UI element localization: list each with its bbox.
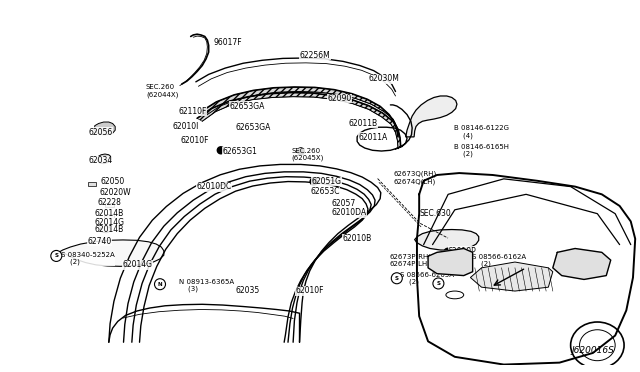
Text: 62010F: 62010F [180,136,209,145]
Text: S 08340-5252A
    (2): S 08340-5252A (2) [61,252,115,265]
Text: 62011A: 62011A [358,133,388,142]
Text: 62673P(RH)
62674P(LH): 62673P(RH) 62674P(LH) [389,253,431,267]
Text: 62010DC: 62010DC [196,182,232,191]
Polygon shape [553,248,611,279]
Text: 62056: 62056 [88,128,113,137]
Text: 62110F: 62110F [179,107,207,116]
Bar [105,203,114,207]
Polygon shape [415,230,479,250]
Polygon shape [97,154,111,164]
Bar [88,182,96,186]
Text: 62740: 62740 [88,237,112,246]
Text: 62256M: 62256M [300,51,330,60]
Text: 62228: 62228 [97,198,121,207]
Text: 62014G: 62014G [94,218,124,227]
Text: 62653GA: 62653GA [229,102,264,110]
Polygon shape [428,248,472,276]
Circle shape [444,262,452,270]
Text: 62030M: 62030M [369,74,399,83]
Polygon shape [100,226,111,233]
Polygon shape [95,122,115,135]
Text: 62057: 62057 [332,199,356,208]
Text: 62014B: 62014B [94,225,124,234]
Text: S: S [54,253,58,259]
Circle shape [391,273,403,284]
Text: 62653G1: 62653G1 [223,147,257,156]
Circle shape [218,147,224,154]
Text: SEC.260
(62044X): SEC.260 (62044X) [146,84,179,98]
Text: 62010I: 62010I [173,122,199,131]
Text: 62090: 62090 [328,94,352,103]
Text: 62035: 62035 [236,286,260,295]
Circle shape [444,248,452,256]
Circle shape [154,279,166,290]
Text: 62011B: 62011B [349,119,378,128]
Polygon shape [197,93,401,149]
Circle shape [298,148,304,155]
Polygon shape [406,96,457,137]
Text: 62014B: 62014B [94,209,124,218]
Text: S 08566-6205A
    (2): S 08566-6205A (2) [400,272,454,285]
Text: S 08566-6162A
    (2): S 08566-6162A (2) [472,254,527,267]
Text: S: S [395,276,399,281]
Text: 62653GA: 62653GA [236,123,271,132]
Text: B 08146-6122G
    (4): B 08146-6122G (4) [454,125,509,139]
Text: N 08913-6365A
    (3): N 08913-6365A (3) [179,279,234,292]
Bar [104,214,114,218]
Text: 62014G: 62014G [123,260,153,269]
Text: 62673Q(RH)
62674Q(LH): 62673Q(RH) 62674Q(LH) [394,171,437,185]
Text: 62653C: 62653C [310,187,340,196]
Text: 62020W: 62020W [99,188,131,197]
Polygon shape [470,262,553,291]
Text: S: S [436,281,440,286]
Polygon shape [201,87,399,137]
Text: J620016S: J620016S [572,346,614,355]
Text: SEC.260
(62045X): SEC.260 (62045X) [291,148,324,161]
Text: SEC.630: SEC.630 [419,209,451,218]
Text: N: N [157,282,163,287]
Text: 62034: 62034 [88,156,113,165]
Text: 62050: 62050 [100,177,125,186]
Circle shape [51,250,62,262]
Circle shape [310,178,317,185]
Text: 96017F: 96017F [213,38,242,47]
Text: 62010DA: 62010DA [332,208,367,217]
Text: 62051G: 62051G [312,177,342,186]
Text: 62010B: 62010B [342,234,372,243]
Polygon shape [58,240,164,266]
Text: 62010F: 62010F [296,286,324,295]
Circle shape [433,278,444,289]
Text: B 08146-6165H
    (2): B 08146-6165H (2) [454,144,509,157]
Text: 62010P: 62010P [448,247,477,256]
